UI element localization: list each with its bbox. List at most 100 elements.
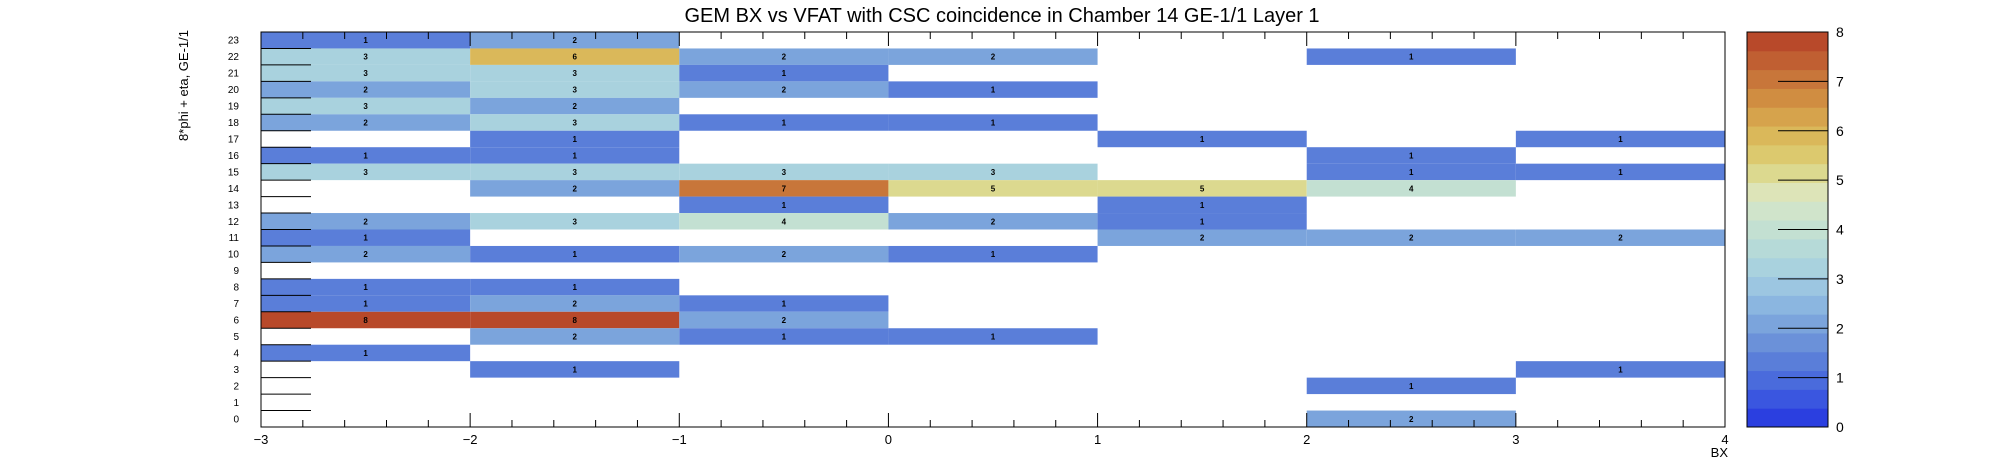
y-tick-label: 12	[228, 217, 240, 228]
cell-value-label: 2	[782, 250, 787, 259]
cell-value-label: 2	[991, 53, 996, 62]
cell-value-label: 3	[363, 53, 368, 62]
heatmap-cell	[679, 213, 889, 230]
heatmap-cell	[1097, 213, 1307, 230]
y-tick-label: 21	[228, 69, 240, 80]
y-tick-label: 9	[233, 266, 239, 277]
palette-swatch	[1747, 201, 1828, 221]
cell-value-label: 2	[1618, 234, 1623, 243]
x-tick-label: 4	[1721, 432, 1728, 447]
heatmap-cell	[261, 278, 471, 296]
palette-tick-label: 5	[1836, 172, 1844, 188]
cell-value-label: 1	[363, 234, 368, 243]
cell-value-label: 1	[363, 283, 368, 292]
cell-value-label: 1	[363, 349, 368, 358]
heatmap-cell	[1097, 196, 1307, 214]
palette-swatch	[1747, 69, 1828, 89]
heatmap-cell	[888, 114, 1098, 131]
heatmap-cell	[679, 81, 889, 98]
heatmap-cell	[1306, 180, 1516, 197]
y-tick-label: 0	[233, 414, 239, 425]
cell-value-label: 1	[1200, 201, 1205, 210]
heatmap-cell	[261, 245, 471, 263]
heatmap-cell	[470, 97, 680, 115]
heatmap-cell	[470, 180, 680, 197]
heatmap-cell	[470, 361, 680, 378]
palette-swatch	[1747, 163, 1828, 183]
heatmap-cell	[470, 32, 680, 49]
heatmap-cell	[261, 97, 471, 115]
heatmap-cell	[679, 64, 889, 82]
palette-tick-label: 2	[1836, 320, 1844, 336]
heatmap-cell	[470, 163, 680, 181]
heatmap-cell	[679, 245, 889, 263]
heatmap-cell	[1515, 229, 1725, 246]
palette-swatch	[1747, 107, 1828, 127]
heatmap-cell	[679, 196, 889, 214]
y-tick-label: 8	[233, 283, 239, 294]
cell-value-label: 4	[782, 217, 787, 226]
heatmap-cell	[261, 213, 471, 230]
cell-value-label: 3	[572, 168, 577, 177]
cell-value-label: 1	[1618, 365, 1623, 374]
heatmap-cell	[679, 114, 889, 131]
cell-value-label: 1	[572, 283, 577, 292]
cell-value-label: 1	[363, 151, 368, 160]
heatmap-cell	[470, 48, 680, 65]
cell-value-label: 2	[572, 102, 577, 111]
cell-value-label: 2	[1409, 234, 1414, 243]
cell-value-label: 3	[782, 168, 787, 177]
heatmap-cell	[470, 114, 680, 131]
y-tick-label: 13	[228, 200, 240, 211]
cell-value-label: 2	[363, 119, 368, 128]
palette-swatch	[1747, 276, 1828, 296]
y-tick-label: 14	[228, 184, 240, 195]
palette-swatch	[1747, 408, 1828, 428]
heatmap-cell	[1306, 163, 1516, 181]
x-tick-label: 0	[885, 432, 892, 447]
cell-value-label: 3	[991, 168, 996, 177]
x-tick-label: 1	[1094, 432, 1101, 447]
cell-value-label: 2	[782, 316, 787, 325]
heatmap-cell	[1097, 229, 1307, 246]
palette-tick-label: 6	[1836, 123, 1844, 139]
y-tick-label: 22	[228, 52, 240, 63]
palette-swatch	[1747, 50, 1828, 71]
palette-swatch	[1747, 32, 1828, 52]
y-tick-label: 11	[229, 233, 240, 244]
cell-value-label: 1	[1618, 168, 1623, 177]
heatmap-cell	[1306, 410, 1516, 427]
x-axis: −3 −2 −1 0 1 2 3 4	[254, 32, 1729, 447]
heatmap-cell	[888, 328, 1098, 345]
heatmap-cell	[888, 163, 1098, 181]
cell-value-label: 2	[363, 86, 368, 95]
heatmap-cell	[1306, 229, 1516, 246]
cell-value-label: 8	[363, 316, 368, 325]
y-tick-label: 7	[233, 299, 239, 310]
x-tick-label: −1	[672, 432, 687, 447]
x-tick-label: −2	[463, 432, 478, 447]
y-tick-label: 5	[233, 332, 239, 343]
heatmap-cell	[470, 278, 680, 296]
cell-value-label: 4	[1409, 184, 1414, 193]
palette-swatch	[1747, 389, 1828, 409]
x-tick-label: 2	[1303, 432, 1310, 447]
heatmap-cell	[470, 130, 680, 148]
cell-value-label: 3	[572, 217, 577, 226]
cell-value-label: 2	[572, 184, 577, 193]
cell-value-label: 2	[1200, 234, 1205, 243]
heatmap-cell	[1515, 163, 1725, 181]
cell-value-label: 1	[363, 36, 368, 45]
palette-tick-label: 3	[1836, 271, 1844, 287]
cell-value-label: 1	[363, 300, 368, 309]
palette-swatch	[1747, 88, 1828, 108]
cell-value-label: 3	[572, 119, 577, 128]
cell-value-label: 1	[782, 69, 787, 78]
cell-value-label: 1	[782, 201, 787, 210]
y-tick-label: 15	[228, 167, 240, 178]
heatmap-cell	[261, 32, 471, 49]
heatmap-cell	[679, 295, 889, 312]
palette-tick-label: 7	[1836, 73, 1844, 89]
palette-tick-label: 4	[1836, 222, 1844, 238]
